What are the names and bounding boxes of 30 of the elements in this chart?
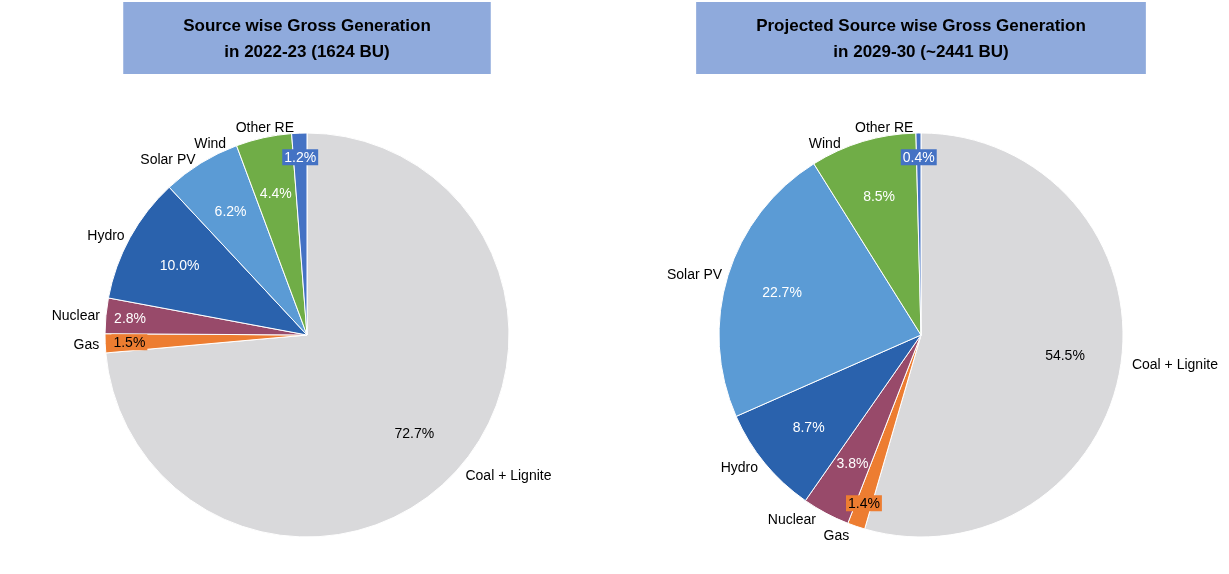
slice-label: Other RE bbox=[235, 119, 295, 136]
slice-label: Gas bbox=[823, 526, 850, 543]
slice-label: Nuclear bbox=[767, 510, 817, 527]
slice-label: Hydro bbox=[720, 459, 759, 476]
data-label: 1.2% bbox=[284, 149, 317, 166]
legend-label: Gas bbox=[73, 335, 100, 352]
slice-label: Hydro bbox=[87, 226, 125, 243]
slice-label: Nuclear bbox=[51, 307, 101, 324]
chart-title: Projected Source wise Gross Generation in 2029-30 (~2441 BU) bbox=[756, 15, 1086, 61]
slice-label: Wind bbox=[194, 135, 227, 152]
data-label: 22.7% bbox=[762, 284, 802, 301]
data-label: 8.5% bbox=[863, 187, 896, 204]
data-label: 54.5% bbox=[1045, 347, 1085, 364]
data-label: 3.8% bbox=[836, 455, 869, 472]
slice-label: Solar PV bbox=[140, 151, 197, 168]
data-label: 1.5% bbox=[113, 334, 146, 351]
slice-label: Solar PV bbox=[666, 265, 723, 282]
data-label: 2.8% bbox=[114, 310, 147, 327]
data-label: 10.0% bbox=[159, 256, 200, 273]
slice-label: Coal + Lignite bbox=[1131, 356, 1219, 373]
slice-label: Wind bbox=[808, 135, 841, 152]
data-label: 8.7% bbox=[792, 419, 825, 436]
chart-title: Source wise Gross Generation in 2022-23 (1624 BU) bbox=[183, 15, 431, 61]
data-label: 1.4% bbox=[847, 495, 880, 512]
data-label: 0.4% bbox=[902, 149, 935, 166]
data-label: 72.7% bbox=[394, 425, 435, 442]
data-label: 6.2% bbox=[214, 203, 247, 220]
data-label: 4.4% bbox=[259, 184, 292, 201]
slice-label: Other RE bbox=[855, 119, 914, 136]
slice-label: Coal + Lignite bbox=[465, 467, 552, 484]
